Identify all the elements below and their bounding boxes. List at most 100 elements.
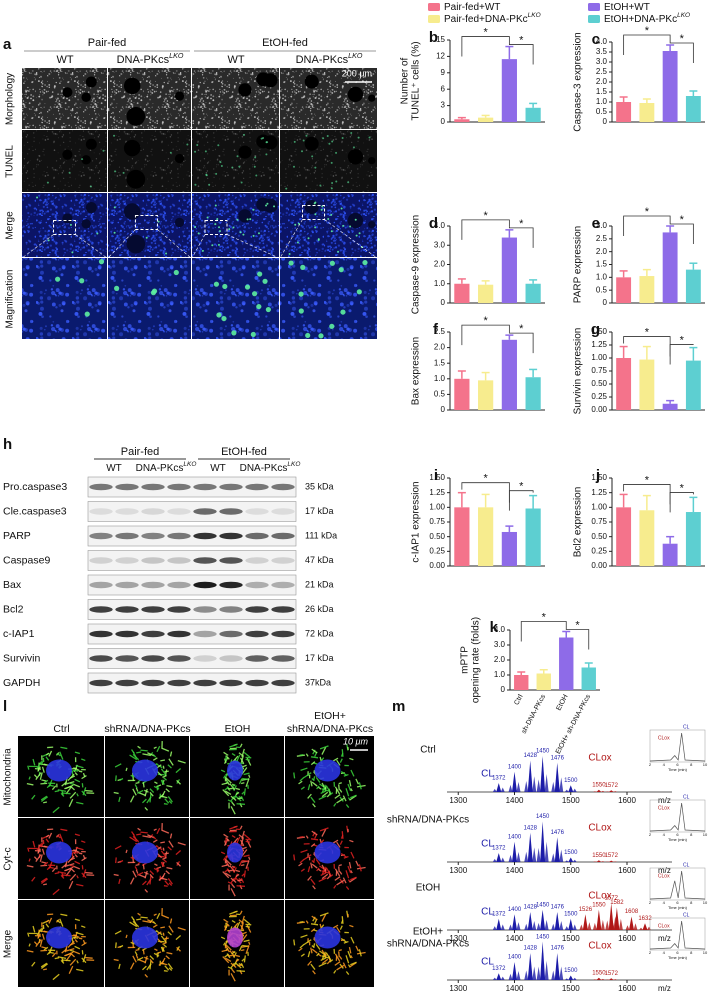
peak-label: 1428 [524,753,538,759]
bar [501,237,517,303]
tunel-dot [252,234,255,237]
tunel-dot [246,218,249,221]
legend-label: EtOH+WT [604,2,650,13]
organelle [175,935,182,941]
peak [596,860,602,862]
organelle [341,916,344,924]
organelle [338,951,340,958]
protein-label: Pro.caspase3 [3,481,67,493]
inset-tick-label: 4 [663,762,666,767]
organelle [349,757,354,761]
peak-label: 1550 [592,970,606,976]
vessel [123,77,141,95]
spectrum-name: shRNA/DNA-PKcs [387,939,469,950]
organelle [333,803,337,807]
organelle [35,854,42,863]
organelle [142,753,152,757]
nucleus [132,759,158,782]
organelle [310,761,316,766]
blot-band [141,606,165,613]
peak [608,978,614,980]
blot-band [271,630,295,638]
organelle [345,955,350,964]
organelle [57,956,67,960]
y-tick-label: 3.0 [596,57,608,66]
organelle [132,955,137,963]
organelle [156,912,161,920]
blot-band [245,483,269,491]
bar [639,103,655,122]
organelle [238,919,244,924]
organelle [153,746,157,749]
organelle [137,791,147,797]
organelle [162,775,167,778]
organelle [163,885,168,887]
organelle [136,789,144,794]
blot-band [245,557,269,564]
inset-cl: CL [683,794,690,800]
organelle [245,945,250,955]
blot-band [89,679,113,687]
tunel-dot [197,232,200,235]
organelle [310,878,316,885]
significance-star: * [483,315,488,327]
y-tick-label: 1.00 [429,502,445,511]
peak-label: 1450 [536,902,550,908]
y-tick-label: 1.25 [591,488,607,497]
organelle [243,833,251,840]
organelle [39,772,43,780]
organelle [137,873,147,879]
organelle [156,745,161,753]
tunel-dot [211,244,214,247]
blot-band [271,581,295,589]
peak-label: 1400 [508,907,522,913]
organelle [220,936,226,940]
y-axis-label: Bax expression [411,337,422,405]
inset-tick-label: 2 [649,900,652,905]
organelle [231,783,236,788]
organelle [161,747,170,752]
organelle [149,793,152,803]
blot-band [167,630,191,638]
tunel-dot [296,241,299,244]
micrograph [22,68,107,129]
blot-band [141,557,165,564]
panel-letter: b [429,29,438,46]
y-tick-label: 2.0 [494,655,506,664]
vessel [304,199,319,215]
y-tick-label: 1.5 [596,87,608,96]
organelle [318,877,327,883]
tunel-dot [330,161,333,164]
organelle [224,840,227,846]
blot-band [115,557,139,564]
organelle [118,796,121,803]
tunel-dot [113,134,116,137]
bar [685,96,701,122]
organelle [241,873,245,877]
protein-label: Bax [3,579,22,591]
organelle [240,864,245,867]
tunel-dot [222,283,228,290]
organelle [129,962,135,970]
inset-tick-label: 2 [649,762,652,767]
peak-label: 1450 [536,749,550,755]
significance-star: * [645,326,650,338]
organelle [73,934,80,938]
organelle [132,753,140,761]
column-label: DNA-PKcsLKO [296,52,363,66]
tunel-dot [368,136,371,139]
blot-band [193,679,217,687]
tunel-dot [337,250,340,253]
x-axis-label: m/z [658,984,671,993]
bar [616,358,632,410]
tunel-dot [350,132,353,135]
organelle [81,775,87,780]
tunel-dot [349,225,352,228]
organelle [311,945,315,949]
organelle [114,845,122,850]
x-tick-label: 1400 [506,934,524,943]
organelle [310,963,316,970]
column-label: Ctrl [53,723,69,735]
peak [568,785,574,792]
organelle [49,866,54,869]
